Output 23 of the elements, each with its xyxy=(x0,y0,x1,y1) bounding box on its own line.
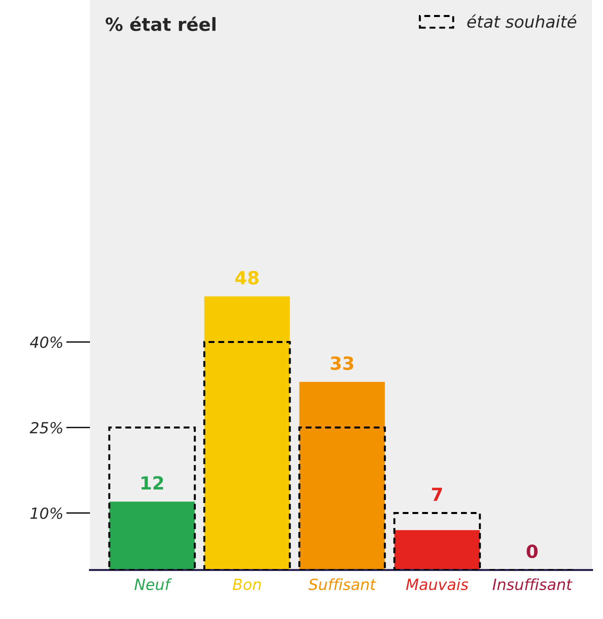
y-tick-label: 40% xyxy=(30,336,62,348)
data-label: 0 xyxy=(526,544,538,558)
x-tick-label: Insuffisant xyxy=(492,578,573,590)
x-tick-label: Suffisant xyxy=(308,578,376,590)
x-tick-label: Mauvais xyxy=(406,578,468,590)
bar xyxy=(108,426,196,570)
bar xyxy=(109,502,195,570)
legend-label: état souhaité xyxy=(467,14,576,28)
data-label: 12 xyxy=(142,476,164,490)
y-tick-label: 10% xyxy=(30,507,62,520)
x-tick-label: Neuf xyxy=(134,578,172,590)
x-tick-label: Bon xyxy=(232,578,261,590)
y-axis-title: % état réel xyxy=(106,16,216,32)
bar xyxy=(299,382,385,570)
bar xyxy=(393,512,481,570)
y-tick-label: 25% xyxy=(30,422,62,434)
data-label: 7 xyxy=(432,488,442,501)
data-label: 33 xyxy=(330,356,354,370)
bar xyxy=(298,426,386,570)
bar xyxy=(203,341,291,570)
bar xyxy=(204,296,290,570)
bar xyxy=(394,530,480,570)
data-label: 48 xyxy=(235,270,259,285)
